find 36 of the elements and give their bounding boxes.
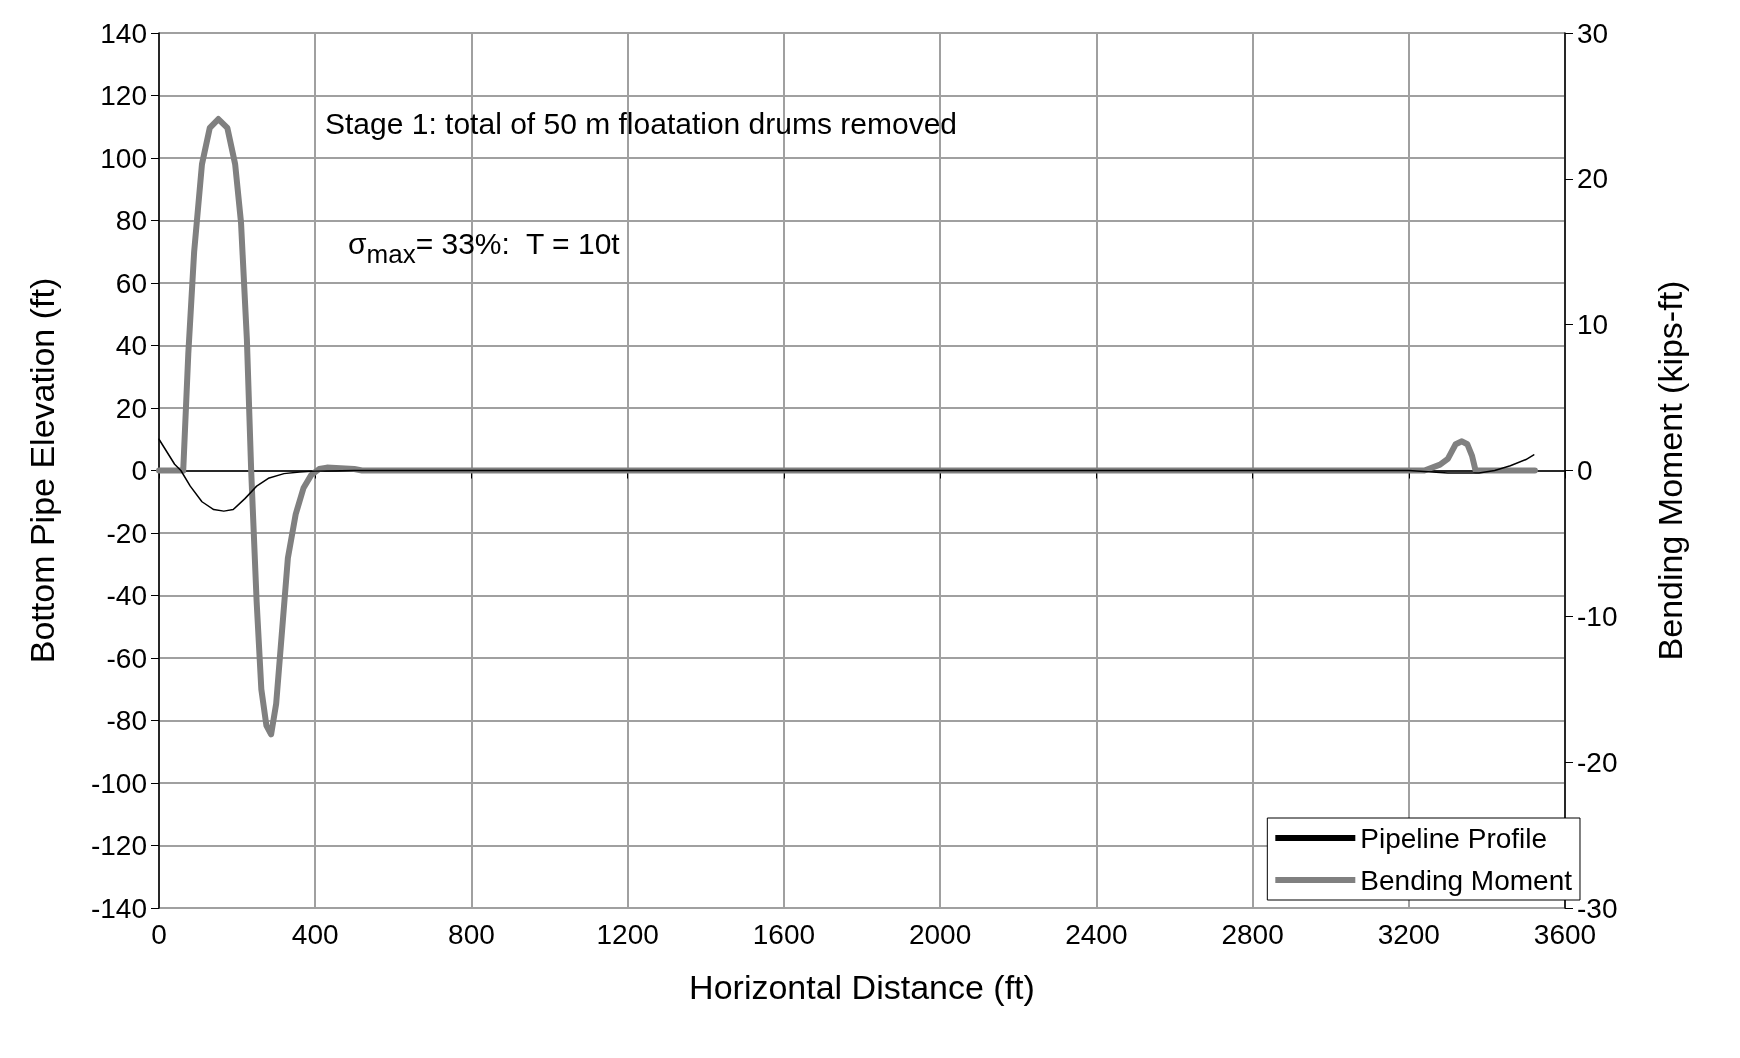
x-tick-label: 2400 <box>1065 918 1128 950</box>
x-tick-label: 2800 <box>1221 918 1284 950</box>
y2-tick-label: 10 <box>1577 309 1609 341</box>
y-tick-label: 20 <box>115 392 147 424</box>
y-tick-label: -120 <box>90 830 147 861</box>
x-tick-label: 1200 <box>596 918 659 950</box>
x-tick-label: 400 <box>291 918 339 950</box>
y-tick-label: -40 <box>106 580 147 611</box>
y2-tick-label: -20 <box>1577 746 1618 778</box>
y2-tick-label: 0 <box>1577 455 1593 486</box>
y2-tick-label: 30 <box>1577 17 1609 49</box>
y-tick-label: -100 <box>90 767 147 799</box>
y-tick-label: 80 <box>115 205 147 236</box>
legend-label: Bending Moment <box>1360 864 1573 896</box>
y-tick-label: 140 <box>100 17 147 49</box>
y2-tick-label: 20 <box>1577 163 1609 195</box>
y-tick-label: -20 <box>106 517 147 549</box>
x-tick-label: 0 <box>151 918 167 950</box>
y-tick-label: 120 <box>100 80 147 111</box>
y-tick-label: -80 <box>106 705 147 736</box>
x-tick-label: 1600 <box>752 918 816 950</box>
y-tick-label: 0 <box>131 455 147 486</box>
x-tick-label: 2000 <box>908 918 972 950</box>
y-tick-label: -140 <box>90 892 147 924</box>
x-tick-label: 800 <box>448 918 495 950</box>
y-tick-label: 100 <box>100 142 147 174</box>
y2-tick-label: -10 <box>1577 600 1618 632</box>
legend-label: Pipeline Profile <box>1360 822 1548 854</box>
y-axis-title: Bottom Pipe Elevation (ft) <box>23 277 61 664</box>
x-axis-title: Horizontal Distance (ft) <box>689 968 1035 1006</box>
x-tick-label: 3200 <box>1377 918 1440 950</box>
y-tick-label: 60 <box>115 267 147 299</box>
annotation: Stage 1: total of 50 m floatation drums removed <box>325 106 958 140</box>
y2-axis-title: Bending Moment (kips-ft) <box>1651 280 1689 661</box>
y-tick-label: -60 <box>106 642 147 674</box>
y-tick-label: 40 <box>115 330 147 361</box>
